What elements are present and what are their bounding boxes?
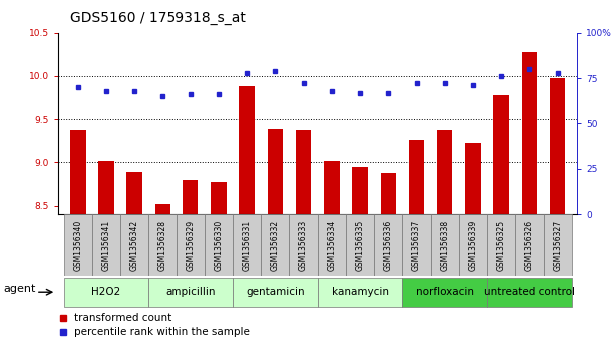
Bar (148, 277, 233, 307)
Bar (148, 214, 177, 276)
Bar (465, 143, 481, 214)
Text: GSM1356341: GSM1356341 (101, 220, 111, 270)
Bar (459, 214, 487, 276)
Text: H2O2: H2O2 (92, 287, 120, 297)
Bar (177, 214, 205, 276)
Text: GSM1356326: GSM1356326 (525, 220, 534, 270)
Bar (374, 214, 403, 276)
Text: GSM1356325: GSM1356325 (497, 220, 506, 270)
Bar (233, 214, 262, 276)
Text: transformed count: transformed count (74, 313, 171, 323)
Bar (98, 162, 114, 214)
Text: GSM1356336: GSM1356336 (384, 219, 393, 271)
Text: GSM1356342: GSM1356342 (130, 220, 139, 270)
Bar (381, 173, 396, 214)
Text: GSM1356340: GSM1356340 (73, 219, 82, 271)
Text: percentile rank within the sample: percentile rank within the sample (74, 327, 249, 337)
Bar (126, 172, 142, 214)
Bar (211, 182, 227, 214)
Bar (262, 214, 290, 276)
Bar (64, 214, 92, 276)
Text: GDS5160 / 1759318_s_at: GDS5160 / 1759318_s_at (70, 11, 246, 25)
Text: GSM1356328: GSM1356328 (158, 220, 167, 270)
Bar (155, 204, 170, 214)
Bar (437, 130, 453, 214)
Bar (409, 140, 424, 214)
Bar (431, 214, 459, 276)
Bar (268, 130, 283, 214)
Text: GSM1356334: GSM1356334 (327, 219, 336, 271)
Bar (205, 214, 233, 276)
Bar (515, 214, 544, 276)
Text: untreated control: untreated control (484, 287, 575, 297)
Bar (318, 277, 403, 307)
Bar (544, 214, 572, 276)
Text: GSM1356333: GSM1356333 (299, 219, 308, 271)
Bar (318, 214, 346, 276)
Text: gentamicin: gentamicin (246, 287, 305, 297)
Text: GSM1356335: GSM1356335 (356, 219, 365, 271)
Bar (240, 86, 255, 214)
Text: ampicillin: ampicillin (166, 287, 216, 297)
Bar (70, 130, 86, 214)
Bar (324, 162, 340, 214)
Text: GSM1356327: GSM1356327 (553, 220, 562, 270)
Bar (522, 52, 537, 214)
Text: kanamycin: kanamycin (332, 287, 389, 297)
Text: GSM1356330: GSM1356330 (214, 219, 224, 271)
Text: norfloxacin: norfloxacin (415, 287, 474, 297)
Text: agent: agent (3, 284, 35, 294)
Bar (353, 167, 368, 214)
Bar (403, 277, 487, 307)
Text: GSM1356332: GSM1356332 (271, 220, 280, 270)
Bar (233, 277, 318, 307)
Text: GSM1356337: GSM1356337 (412, 219, 421, 271)
Bar (487, 277, 572, 307)
Bar (92, 214, 120, 276)
Text: GSM1356339: GSM1356339 (469, 219, 477, 271)
Bar (120, 214, 148, 276)
Bar (290, 214, 318, 276)
Bar (550, 78, 565, 214)
Bar (346, 214, 374, 276)
Bar (494, 95, 509, 214)
Bar (296, 130, 312, 214)
Text: GSM1356338: GSM1356338 (441, 220, 449, 270)
Bar (487, 214, 515, 276)
Bar (64, 277, 148, 307)
Text: GSM1356329: GSM1356329 (186, 220, 195, 270)
Text: GSM1356331: GSM1356331 (243, 220, 252, 270)
Bar (183, 180, 199, 214)
Bar (403, 214, 431, 276)
